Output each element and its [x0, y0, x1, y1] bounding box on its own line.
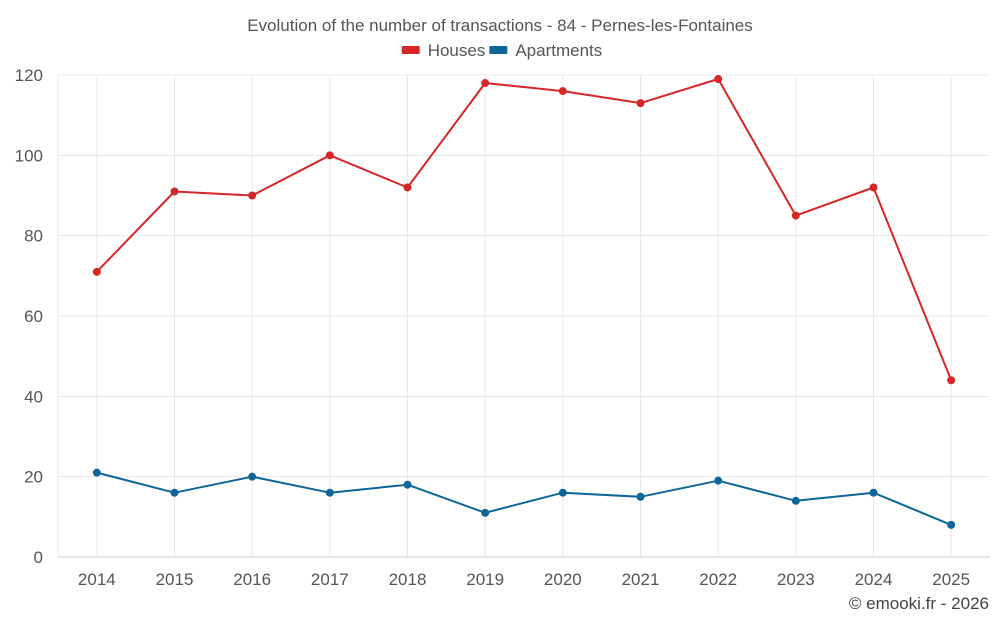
y-tick-label: 40: [24, 387, 43, 406]
series-group: [92, 75, 956, 529]
data-point-houses[interactable]: [558, 87, 567, 96]
x-tick-label: 2025: [932, 570, 970, 589]
legend-item-houses[interactable]: Houses: [401, 41, 486, 60]
data-point-apartments[interactable]: [714, 476, 723, 485]
data-point-apartments[interactable]: [325, 488, 334, 497]
x-tick-label: 2020: [544, 570, 582, 589]
x-tick-label: 2018: [389, 570, 427, 589]
y-tick-label: 0: [34, 548, 43, 567]
legend[interactable]: Houses Apartments: [401, 41, 603, 60]
data-point-houses[interactable]: [481, 79, 490, 88]
series-line-apartments: [96, 471, 952, 526]
data-point-houses[interactable]: [403, 183, 412, 192]
chart-title: Evolution of the number of transactions …: [247, 16, 753, 35]
x-tick-label: 2015: [156, 570, 194, 589]
x-tick-label: 2023: [777, 570, 815, 589]
x-tick-label: 2022: [699, 570, 737, 589]
data-point-apartments[interactable]: [636, 492, 645, 501]
legend-swatch-houses: [401, 46, 420, 54]
x-tick-label: 2016: [233, 570, 271, 589]
x-tick-label: 2019: [466, 570, 504, 589]
data-point-houses[interactable]: [869, 183, 878, 192]
legend-item-apartments[interactable]: Apartments: [489, 41, 602, 60]
legend-label-houses: Houses: [428, 41, 486, 60]
data-point-houses[interactable]: [325, 151, 334, 160]
data-point-houses[interactable]: [714, 75, 723, 84]
legend-label-apartments: Apartments: [515, 41, 602, 60]
x-tick-label: 2017: [311, 570, 349, 589]
x-tick-label: 2024: [855, 570, 893, 589]
y-tick-label: 120: [15, 66, 43, 85]
x-axis: 2014 2015 2016 2017 2018 2019 2020 2021 2022 2023…: [78, 570, 970, 589]
y-tick-label: 60: [24, 307, 43, 326]
data-point-apartments[interactable]: [170, 488, 179, 497]
data-point-apartments[interactable]: [481, 508, 490, 517]
data-point-houses[interactable]: [92, 267, 101, 276]
data-point-apartments[interactable]: [403, 480, 412, 489]
y-axis: 0 20 40 60 80 100 120: [15, 66, 43, 567]
y-tick-label: 80: [24, 227, 43, 246]
data-point-apartments[interactable]: [947, 520, 956, 529]
data-point-houses[interactable]: [636, 99, 645, 108]
data-point-houses[interactable]: [947, 376, 956, 385]
data-point-houses[interactable]: [791, 211, 800, 220]
series-line-houses: [96, 78, 953, 381]
legend-swatch-apartments: [489, 46, 508, 54]
x-tick-label: 2021: [622, 570, 660, 589]
data-point-apartments[interactable]: [558, 488, 567, 497]
credit-text: © emooki.fr - 2026: [849, 594, 989, 613]
data-point-apartments[interactable]: [869, 488, 878, 497]
data-point-apartments[interactable]: [791, 496, 800, 505]
data-point-houses[interactable]: [170, 187, 179, 196]
y-tick-label: 100: [15, 146, 43, 165]
x-tick-label: 2014: [78, 570, 116, 589]
data-point-houses[interactable]: [248, 191, 257, 200]
gridlines: [57, 74, 990, 558]
data-point-apartments[interactable]: [248, 472, 257, 481]
data-point-apartments[interactable]: [92, 468, 101, 477]
y-tick-label: 20: [24, 468, 43, 487]
